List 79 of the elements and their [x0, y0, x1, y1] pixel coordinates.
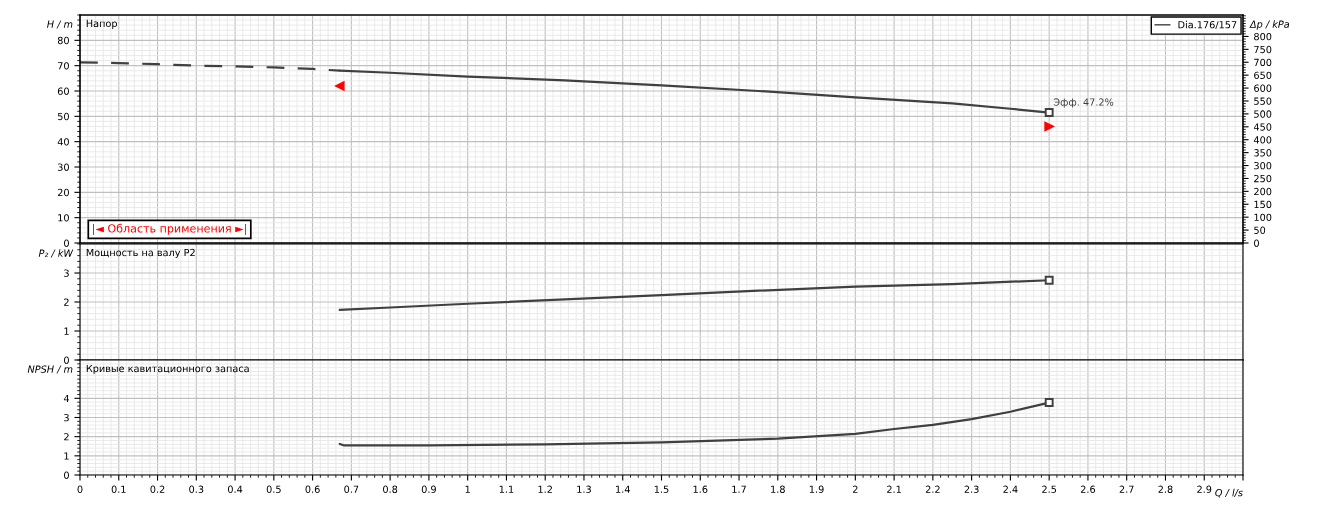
y2-tick-label: 450: [1253, 123, 1272, 131]
y2-tick-label: 0: [1254, 239, 1259, 247]
y2-tick-label: 300: [1254, 162, 1272, 170]
legend-label: Dia.176/157: [1178, 20, 1237, 30]
x-tick-label: 1.9: [809, 485, 824, 493]
x-tick-label: 2.8: [1158, 485, 1173, 493]
y-tick-label: 0: [64, 471, 69, 479]
x-tick-label: 1: [465, 485, 470, 493]
x-tick-label: 2.1: [887, 485, 901, 493]
y2-tick-label: 200: [1254, 187, 1272, 196]
y-tick-label: 3: [64, 269, 69, 277]
y-tick-label: 0: [64, 239, 69, 247]
y2-tick-label: 100: [1254, 213, 1272, 222]
x-tick-label: 2: [852, 485, 858, 493]
x-tick-label: 1.5: [654, 485, 669, 493]
chart-title: Кривые кавитационного запаса: [86, 364, 249, 375]
y-tick-label: 4: [63, 394, 70, 403]
x-tick-label: 0.9: [421, 485, 436, 493]
x-tick-label: 0.1: [111, 485, 126, 493]
x-tick-label: 2.6: [1080, 485, 1096, 493]
y2-tick-label: 750: [1254, 45, 1272, 54]
x-tick-label: 2.3: [964, 485, 979, 493]
y-tick-label: 1: [64, 452, 69, 460]
y-tick-label: 30: [57, 163, 69, 171]
x-tick-label: 0.4: [227, 485, 243, 493]
x-tick-label: 1.4: [616, 485, 630, 493]
x-tick-label: 1.7: [732, 485, 746, 493]
x-tick-label: 0.3: [189, 485, 204, 493]
point: [1044, 108, 1054, 117]
x-axis-title: Q / l/s: [1215, 488, 1243, 498]
y2-tick-label: 150: [1254, 200, 1272, 209]
x-tick-label: 2.7: [1119, 485, 1134, 493]
y2-tick-label: 50: [1254, 226, 1266, 234]
y2-tick-label: 350: [1254, 149, 1272, 157]
x-tick-label: 1.8: [771, 485, 785, 493]
y-tick-label: 2: [64, 298, 69, 306]
y2-tick-label: 600: [1254, 84, 1272, 92]
y-tick-label: 0: [64, 356, 69, 364]
x-tick-label: 0.7: [344, 485, 359, 493]
y-tick-label: 3: [64, 413, 69, 422]
chart-title: Напор: [86, 19, 118, 29]
y-tick-label: 20: [57, 188, 69, 197]
y-tick-label: 80: [57, 36, 69, 45]
annotation: |◄ Область применения ►|: [93, 223, 247, 236]
point: [334, 81, 345, 91]
y-tick-label: 60: [57, 87, 69, 95]
y2-tick-label: 550: [1254, 97, 1272, 105]
y-tick-label: 2: [64, 433, 69, 441]
y-tick-label: 1: [64, 327, 69, 335]
y-axis-title: H / m: [47, 20, 73, 29]
y2-axis-title: Δp / kPa: [1249, 20, 1290, 30]
y-axis-title: P₂ / kW: [38, 249, 74, 258]
y2-tick-label: 250: [1254, 174, 1272, 183]
x-tick-label: 2.5: [1042, 485, 1057, 493]
x-tick-label: 2.4: [1003, 485, 1018, 493]
y-tick-label: 70: [58, 62, 69, 70]
y2-tick-label: 400: [1253, 136, 1272, 144]
point: [1044, 121, 1055, 132]
y-tick-label: 10: [58, 214, 69, 222]
chart-title: Мощность на валу P2: [86, 248, 195, 259]
annotation: Эфф. 47.2%: [1053, 98, 1114, 108]
x-tick-label: 0.5: [266, 485, 281, 493]
x-tick-label: 2.2: [925, 485, 940, 493]
x-tick-label: 0: [77, 485, 83, 493]
x-tick-label: 1.6: [693, 485, 708, 493]
x-tick-label: 1.2: [538, 485, 552, 493]
y2-tick-label: 700: [1254, 58, 1272, 67]
y-axis-title: NPSH / m: [27, 365, 73, 374]
x-tick-label: 0.2: [150, 485, 165, 493]
x-tick-label: 0.6: [305, 485, 320, 493]
x-tick-label: 1.3: [577, 485, 591, 493]
x-tick-label: 0.8: [383, 485, 398, 493]
y2-tick-label: 500: [1254, 110, 1272, 118]
y-tick-label: 40: [57, 138, 69, 146]
y2-tick-label: 650: [1254, 71, 1272, 79]
y-tick-label: 50: [57, 112, 69, 121]
y2-tick-label: 800: [1254, 32, 1272, 41]
x-tick-label: 2.9: [1197, 485, 1212, 493]
x-tick-label: 1.1: [499, 485, 514, 493]
